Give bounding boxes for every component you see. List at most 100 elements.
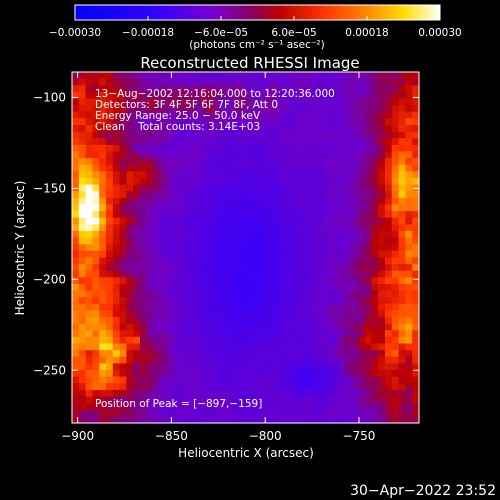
- heatmap-cell: [174, 363, 182, 371]
- heatmap-cell: [112, 403, 121, 411]
- heatmap-cell: [201, 85, 209, 93]
- heatmap-cell: [398, 403, 406, 411]
- heatmap-cell: [412, 91, 420, 100]
- heatmap-cell: [201, 389, 209, 398]
- heatmap-cell: [303, 72, 311, 80]
- heatmap-cell: [344, 105, 352, 113]
- heatmap-cell: [106, 409, 114, 417]
- heatmap-cell: [248, 323, 257, 331]
- heatmap-cell: [248, 356, 257, 364]
- heatmap-cell: [371, 111, 379, 119]
- heatmap-cell: [194, 72, 202, 80]
- heatmap-cell: [262, 290, 270, 298]
- heatmap-cell: [194, 138, 202, 146]
- heatmap-cell: [146, 257, 155, 265]
- heatmap-cell: [391, 250, 400, 259]
- heatmap-cell: [187, 230, 196, 239]
- heatmap-cell: [214, 303, 223, 312]
- heatmap-cell: [72, 409, 80, 417]
- heatmap-cell: [153, 131, 162, 139]
- heatmap-cell: [248, 105, 257, 113]
- heatmap-cell: [126, 370, 134, 378]
- heatmap-cell: [364, 270, 372, 278]
- heatmap-cell: [357, 191, 366, 199]
- heatmap-cell: [146, 217, 155, 225]
- heatmap-cell: [255, 78, 264, 86]
- heatmap-cell: [133, 303, 141, 312]
- heatmap-cell: [72, 416, 80, 424]
- heatmap-cell: [208, 204, 216, 212]
- heatmap-cell: [255, 118, 264, 126]
- heatmap-cell: [78, 151, 87, 159]
- heatmap-cell: [378, 72, 386, 80]
- heatmap-cell: [235, 363, 243, 371]
- heatmap-cell: [208, 277, 216, 285]
- heatmap-cell: [92, 191, 100, 199]
- heatmap-cell: [208, 85, 216, 93]
- heatmap-cell: [289, 297, 298, 305]
- heatmap-cell: [140, 224, 148, 232]
- heatmap-cell: [153, 403, 162, 411]
- heatmap-cell: [126, 111, 134, 119]
- heatmap-cell: [357, 118, 366, 126]
- heatmap-cell: [337, 158, 345, 166]
- heatmap-cell: [282, 177, 291, 186]
- heatmap-cell: [153, 224, 162, 232]
- heatmap-cell: [323, 131, 332, 139]
- heatmap-cell: [187, 363, 196, 371]
- heatmap-cell: [153, 330, 162, 338]
- heatmap-cell: [350, 409, 359, 417]
- heatmap-cell: [85, 144, 94, 153]
- heatmap-cell: [140, 277, 148, 285]
- heatmap-cell: [133, 336, 141, 345]
- heatmap-cell: [269, 416, 277, 424]
- heatmap-cell: [357, 98, 366, 106]
- heatmap-cell: [262, 111, 270, 119]
- heatmap-cell: [174, 376, 182, 384]
- heatmap-cell: [282, 416, 291, 424]
- heatmap-cell: [398, 250, 406, 259]
- heatmap-cell: [208, 416, 216, 424]
- heatmap-cell: [316, 350, 325, 358]
- heatmap-cell: [92, 171, 100, 179]
- heatmap-cell: [350, 131, 359, 139]
- heatmap-cell: [228, 211, 236, 219]
- heatmap-cell: [242, 317, 250, 325]
- heatmap-cell: [201, 257, 209, 265]
- heatmap-cell: [214, 85, 223, 93]
- heatmap-cell: [235, 151, 243, 159]
- heatmap-cell: [269, 85, 277, 93]
- heatmap-cell: [180, 78, 189, 86]
- heatmap-cell: [316, 283, 325, 292]
- heatmap-cell: [140, 396, 148, 404]
- heatmap-cell: [119, 403, 128, 411]
- heatmap-cell: [412, 111, 420, 119]
- heatmap-cell: [146, 72, 155, 80]
- heatmap-cell: [384, 383, 393, 391]
- heatmap-cell: [384, 138, 393, 146]
- heatmap-cell: [221, 244, 230, 252]
- heatmap-cell: [174, 403, 182, 411]
- heatmap-cell: [337, 184, 345, 192]
- heatmap-cell: [99, 343, 107, 351]
- heatmap-cell: [405, 118, 413, 126]
- heatmap-cell: [221, 237, 230, 245]
- heatmap-cell: [106, 151, 114, 159]
- heatmap-cell: [85, 330, 94, 338]
- heatmap-cell: [255, 396, 264, 404]
- heatmap-cell: [119, 91, 128, 100]
- heatmap-cell: [187, 105, 196, 113]
- heatmap-cell: [242, 224, 250, 232]
- heatmap-cell: [187, 250, 196, 259]
- heatmap-cell: [112, 211, 121, 219]
- heatmap-cell: [289, 138, 298, 146]
- heatmap-cell: [242, 237, 250, 245]
- heatmap-cell: [85, 277, 94, 285]
- heatmap-cell: [242, 118, 250, 126]
- heatmap-cell: [160, 336, 168, 345]
- heatmap-cell: [357, 297, 366, 305]
- heatmap-cell: [119, 323, 128, 331]
- heatmap-cell: [391, 184, 400, 192]
- heatmap-cell: [201, 72, 209, 80]
- heatmap-cell: [119, 217, 128, 225]
